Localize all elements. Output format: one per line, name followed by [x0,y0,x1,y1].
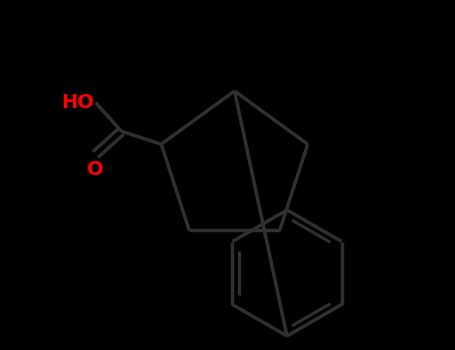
Text: O: O [87,160,104,179]
Text: HO: HO [61,93,94,112]
